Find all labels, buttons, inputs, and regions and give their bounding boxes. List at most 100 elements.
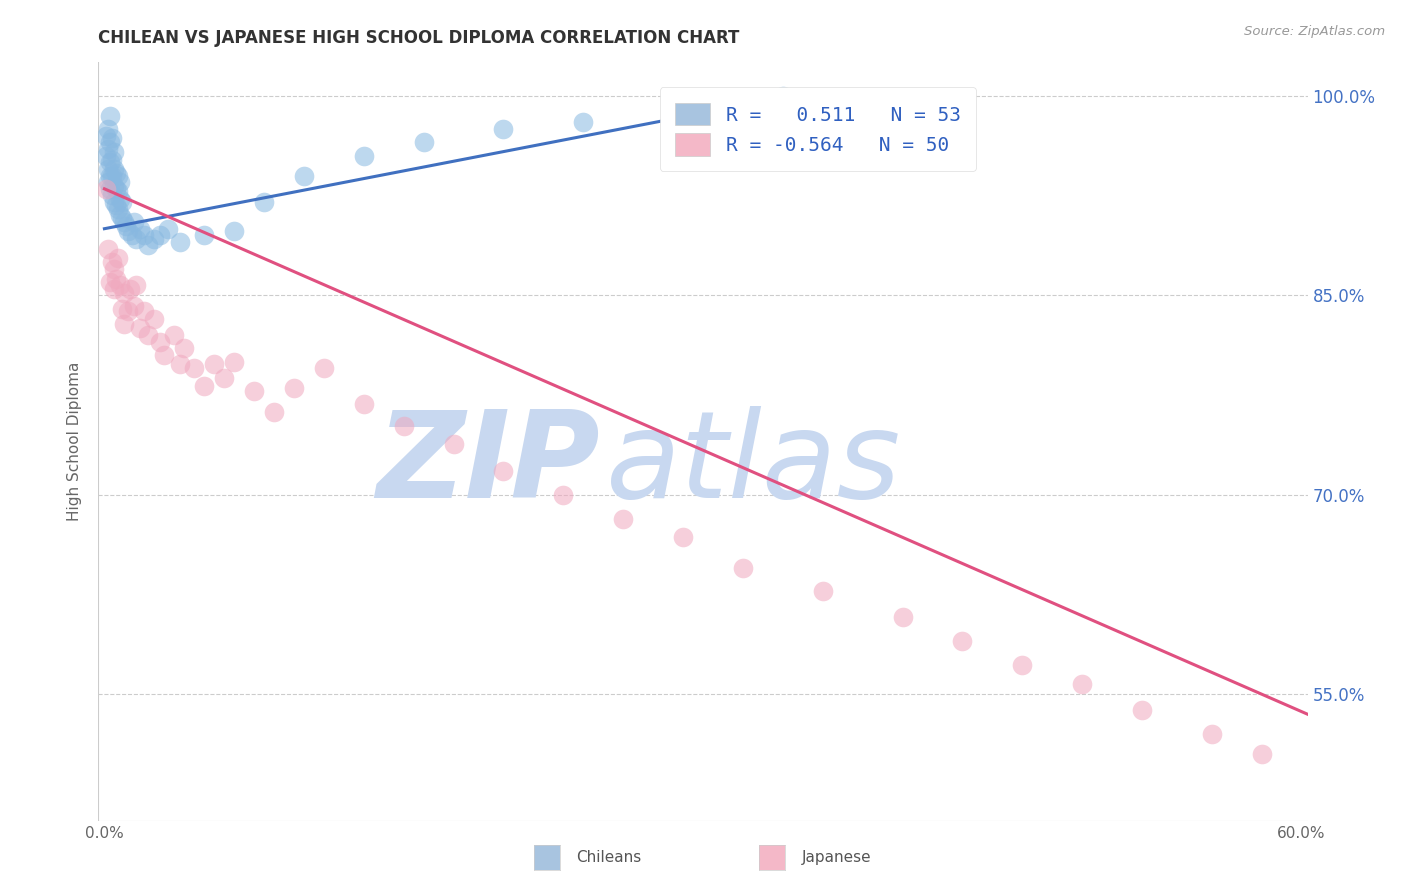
Point: [100, 169, 122, 183]
Point: [143, 232, 166, 246]
Point: [100, 135, 122, 149]
Point: [101, 131, 124, 145]
Point: [124, 215, 146, 229]
Point: [1130, 703, 1153, 717]
Point: [125, 232, 148, 246]
Point: [193, 228, 215, 243]
Point: [129, 221, 152, 235]
Point: [492, 464, 515, 478]
Point: [891, 610, 914, 624]
Point: [115, 219, 138, 233]
Point: [443, 437, 465, 451]
Point: [157, 221, 180, 235]
Point: [97, 161, 120, 176]
Point: [107, 251, 129, 265]
Point: [212, 370, 235, 384]
Point: [224, 224, 246, 238]
Point: [772, 88, 794, 103]
Point: [553, 488, 575, 502]
Point: [412, 135, 434, 149]
Point: [103, 195, 125, 210]
Point: [129, 321, 152, 335]
Text: atlas: atlas: [606, 406, 901, 523]
Point: [950, 634, 973, 648]
Point: [103, 161, 125, 176]
Text: CHILEAN VS JAPANESE HIGH SCHOOL DIPLOMA CORRELATION CHART: CHILEAN VS JAPANESE HIGH SCHOOL DIPLOMA …: [98, 29, 740, 47]
Point: [117, 224, 139, 238]
Point: [97, 175, 120, 189]
Point: [136, 328, 159, 343]
Text: ZIP: ZIP: [377, 406, 600, 523]
Point: [112, 215, 135, 229]
Point: [1201, 727, 1223, 741]
Point: [1071, 676, 1094, 690]
Point: [392, 418, 415, 433]
Point: [134, 304, 156, 318]
Point: [100, 275, 122, 289]
Point: [110, 175, 132, 189]
Point: [117, 304, 139, 318]
Point: [101, 153, 124, 167]
Point: [193, 378, 215, 392]
Point: [173, 342, 195, 356]
Point: [169, 235, 191, 249]
Point: [97, 142, 120, 156]
Point: [143, 312, 166, 326]
Y-axis label: High School Diploma: High School Diploma: [67, 362, 83, 521]
Point: [111, 211, 134, 225]
Point: [105, 182, 128, 196]
Point: [312, 361, 335, 376]
Point: [136, 237, 159, 252]
Point: [105, 166, 128, 180]
Point: [111, 195, 134, 210]
Point: [811, 583, 834, 598]
Point: [112, 318, 135, 332]
Point: [101, 169, 124, 183]
Point: [153, 348, 176, 362]
Point: [121, 228, 143, 243]
Point: [100, 182, 122, 196]
Point: [103, 261, 125, 276]
Point: [1250, 747, 1272, 761]
Point: [112, 285, 135, 300]
Point: [202, 358, 225, 372]
Point: [134, 228, 156, 243]
Point: [572, 115, 595, 129]
Point: [672, 99, 695, 113]
Point: [101, 188, 124, 202]
Point: [101, 255, 124, 269]
Point: [97, 122, 120, 136]
Point: [110, 277, 132, 292]
Point: [103, 145, 125, 159]
Point: [492, 122, 515, 136]
Point: [100, 155, 122, 169]
Point: [149, 228, 172, 243]
Point: [100, 109, 122, 123]
Point: [183, 361, 205, 376]
Point: [111, 301, 134, 316]
Point: [125, 277, 148, 292]
Point: [103, 179, 125, 194]
Text: Chileans: Chileans: [576, 850, 641, 864]
Point: [124, 299, 146, 313]
Point: [110, 208, 132, 222]
Point: [353, 397, 375, 411]
Point: [1011, 658, 1033, 673]
Point: [96, 148, 118, 162]
Text: Source: ZipAtlas.com: Source: ZipAtlas.com: [1244, 25, 1385, 38]
Point: [169, 358, 191, 372]
Point: [96, 182, 118, 196]
Point: [731, 561, 754, 575]
Legend: R =   0.511   N = 53, R = -0.564   N = 50: R = 0.511 N = 53, R = -0.564 N = 50: [659, 87, 976, 171]
Point: [612, 511, 634, 525]
Point: [163, 328, 186, 343]
Point: [105, 198, 128, 212]
Point: [253, 195, 276, 210]
Point: [110, 193, 132, 207]
Point: [243, 384, 266, 398]
Point: [283, 381, 305, 395]
Point: [97, 242, 120, 256]
Point: [107, 185, 129, 199]
Point: [103, 282, 125, 296]
Point: [672, 530, 695, 544]
